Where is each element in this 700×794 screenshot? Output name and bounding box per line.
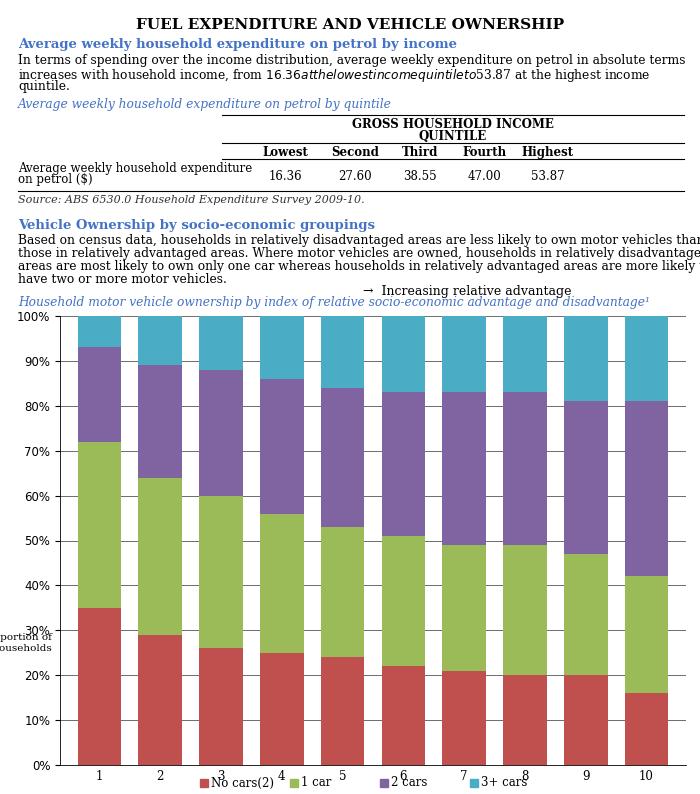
- Bar: [199, 495, 243, 648]
- Text: 1 car: 1 car: [301, 777, 331, 789]
- Bar: [139, 478, 182, 634]
- Bar: [78, 348, 121, 441]
- Bar: [260, 514, 304, 653]
- Text: 53.87: 53.87: [531, 170, 565, 183]
- Text: Vehicle Ownership by socio-economic groupings: Vehicle Ownership by socio-economic grou…: [18, 219, 375, 232]
- Text: 47.00: 47.00: [468, 170, 502, 183]
- Text: →  Increasing relative advantage: → Increasing relative advantage: [363, 285, 571, 298]
- Bar: [199, 648, 243, 765]
- Bar: [382, 536, 426, 666]
- Text: on petrol ($): on petrol ($): [18, 173, 92, 186]
- Bar: [442, 316, 486, 392]
- Bar: [78, 316, 121, 348]
- Bar: [470, 779, 478, 787]
- Text: Lowest: Lowest: [262, 146, 308, 159]
- Text: 27.60: 27.60: [338, 170, 372, 183]
- Text: No cars(2): No cars(2): [211, 777, 274, 789]
- Bar: [503, 545, 547, 675]
- Bar: [199, 316, 243, 370]
- Bar: [382, 666, 426, 765]
- Text: 38.55: 38.55: [403, 170, 437, 183]
- Bar: [200, 779, 208, 787]
- Text: Source: ABS 6530.0 Household Expenditure Survey 2009-10.: Source: ABS 6530.0 Household Expenditure…: [18, 195, 365, 205]
- Bar: [382, 316, 426, 392]
- Text: have two or more motor vehicles.: have two or more motor vehicles.: [18, 273, 227, 286]
- Bar: [260, 316, 304, 379]
- Bar: [564, 554, 608, 675]
- Bar: [503, 392, 547, 545]
- Bar: [624, 316, 668, 401]
- Text: GROSS HOUSEHOLD INCOME: GROSS HOUSEHOLD INCOME: [352, 118, 554, 131]
- Bar: [503, 675, 547, 765]
- Text: Household motor vehicle ownership by index of relative socio-economic advantage : Household motor vehicle ownership by ind…: [18, 296, 650, 309]
- Text: areas are most likely to own only one car whereas households in relatively advan: areas are most likely to own only one ca…: [18, 260, 700, 273]
- Bar: [260, 653, 304, 765]
- Bar: [199, 370, 243, 495]
- Bar: [564, 316, 608, 401]
- Bar: [382, 392, 426, 536]
- Text: Highest: Highest: [522, 146, 574, 159]
- Text: QUINTILE: QUINTILE: [419, 130, 487, 143]
- Bar: [624, 693, 668, 765]
- Bar: [442, 392, 486, 545]
- Bar: [503, 316, 547, 392]
- Text: Households: Households: [0, 644, 52, 653]
- Bar: [139, 634, 182, 765]
- Text: Proportion of: Proportion of: [0, 634, 52, 642]
- Text: 16.36: 16.36: [268, 170, 302, 183]
- Bar: [321, 387, 365, 527]
- Bar: [139, 365, 182, 478]
- Bar: [321, 316, 365, 387]
- Text: quintile.: quintile.: [18, 80, 70, 93]
- Text: 3+ cars: 3+ cars: [481, 777, 527, 789]
- Bar: [442, 671, 486, 765]
- Text: those in relatively advantaged areas. Where motor vehicles are owned, households: those in relatively advantaged areas. Wh…: [18, 247, 700, 260]
- Bar: [624, 576, 668, 693]
- Text: FUEL EXPENDITURE AND VEHICLE OWNERSHIP: FUEL EXPENDITURE AND VEHICLE OWNERSHIP: [136, 18, 564, 32]
- Text: Average weekly household expenditure on petrol by quintile: Average weekly household expenditure on …: [18, 98, 392, 111]
- Text: Average weekly household expenditure: Average weekly household expenditure: [18, 162, 252, 175]
- Bar: [564, 401, 608, 554]
- Bar: [321, 527, 365, 657]
- Text: 2 cars: 2 cars: [391, 777, 428, 789]
- Text: increases with household income, from $16.36 at the lowest income quintile to $5: increases with household income, from $1…: [18, 67, 650, 84]
- Text: Based on census data, households in relatively disadvantaged areas are less like: Based on census data, households in rela…: [18, 234, 700, 247]
- Text: Second: Second: [331, 146, 379, 159]
- Bar: [78, 608, 121, 765]
- Bar: [380, 779, 388, 787]
- Text: In terms of spending over the income distribution, average weekly expenditure on: In terms of spending over the income dis…: [18, 54, 685, 67]
- Bar: [564, 675, 608, 765]
- Text: Average weekly household expenditure on petrol by income: Average weekly household expenditure on …: [18, 38, 457, 51]
- Text: Fourth: Fourth: [463, 146, 507, 159]
- Bar: [624, 401, 668, 576]
- Bar: [442, 545, 486, 671]
- Bar: [290, 779, 298, 787]
- Bar: [139, 316, 182, 365]
- Bar: [78, 441, 121, 608]
- Text: Third: Third: [402, 146, 438, 159]
- Bar: [321, 657, 365, 765]
- Bar: [260, 379, 304, 514]
